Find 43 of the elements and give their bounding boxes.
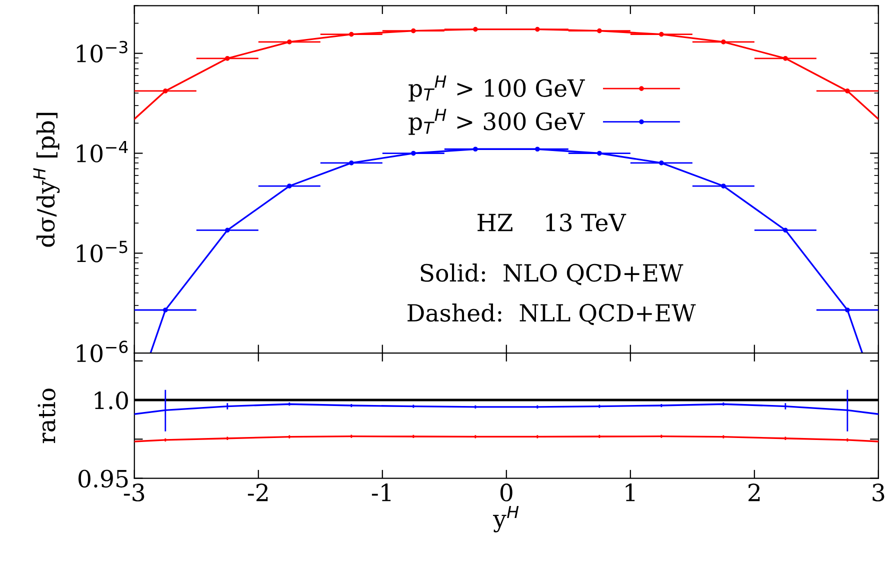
point: [286, 184, 292, 188]
point: [224, 56, 230, 61]
point: [348, 160, 354, 166]
x-tick-label: -1: [372, 484, 391, 502]
point: [162, 308, 168, 312]
point: [596, 28, 602, 34]
point: [658, 160, 664, 166]
point: [224, 228, 230, 233]
point: [162, 88, 168, 94]
point: [782, 228, 788, 233]
point: [658, 32, 664, 37]
x-axis-title: y$^{H}$: [493, 506, 519, 532]
legend-label: p$_{T}$$^{H}$ > 300 GeV: [408, 108, 585, 135]
x-tick-label: 3: [872, 484, 884, 502]
x-tick-label: 0: [500, 484, 512, 502]
point: [286, 40, 292, 44]
point: [596, 150, 602, 156]
y-axis-title: ratio: [38, 388, 56, 444]
y-tick-label: 10$^{−4}$: [76, 140, 128, 162]
point: [410, 150, 416, 156]
y-tick-label: 10$^{−3}$: [76, 40, 128, 62]
point: [844, 88, 850, 94]
point: [534, 146, 540, 152]
y-tick-label: 10$^{−5}$: [76, 240, 128, 262]
annotation: Dashed: NLL QCD+EW: [408, 303, 696, 326]
point: [534, 26, 540, 32]
annotation: Solid: NLO QCD+EW: [420, 264, 684, 286]
point: [472, 146, 478, 152]
x-tick-label: 2: [748, 484, 760, 502]
point: [720, 40, 726, 44]
y-tick-label: 1.0: [94, 391, 128, 410]
point: [472, 26, 478, 32]
annotation: HZ 13 TeV: [478, 214, 626, 232]
legend-label: p$_{T}$$^{H}$ > 100 GeV: [408, 76, 585, 102]
point: [348, 32, 354, 37]
point: [844, 308, 850, 312]
x-tick-label: 1: [626, 484, 635, 502]
point: [410, 28, 416, 34]
y-tick-label: 10$^{−6}$: [76, 340, 128, 362]
point: [720, 184, 726, 188]
y-axis-title: dσ/dy$^{H}$ [pb]: [33, 112, 60, 247]
point: [782, 56, 788, 61]
x-tick-label: -2: [248, 484, 268, 502]
